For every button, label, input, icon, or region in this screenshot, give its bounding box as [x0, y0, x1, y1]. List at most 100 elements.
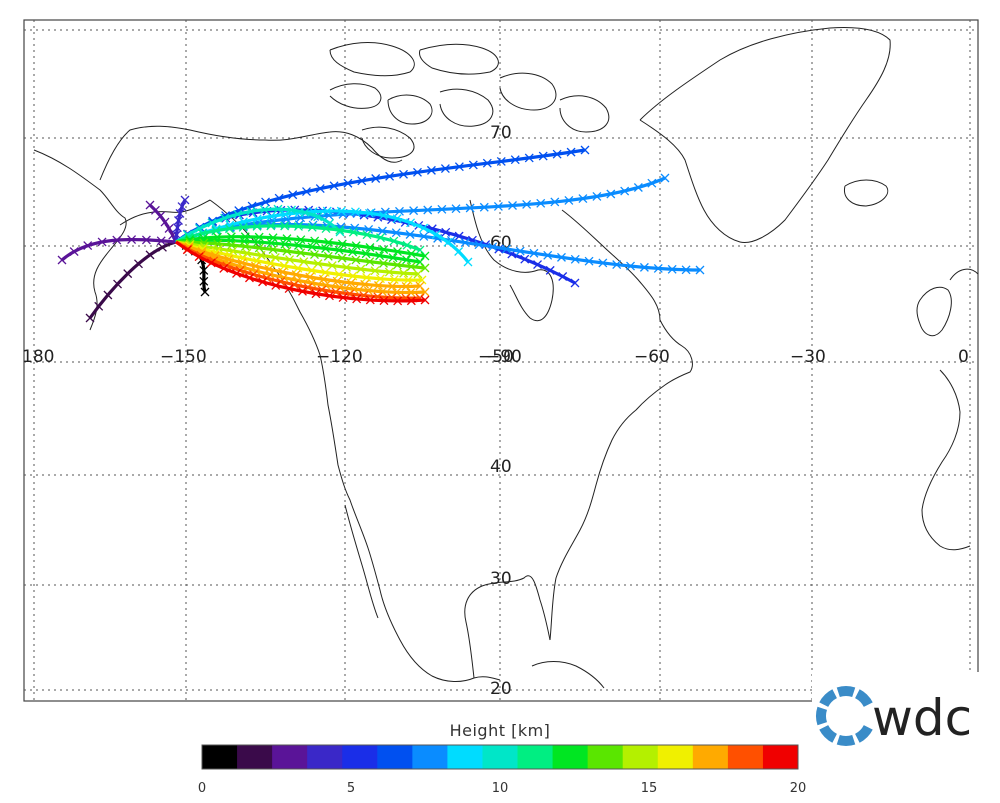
trajectory-marker: [488, 242, 498, 252]
east-coast: [549, 319, 693, 641]
trajectory-marker: [287, 205, 296, 215]
trajectory-marker: [463, 257, 473, 267]
baja: [344, 504, 379, 619]
lat-label-20: 20: [490, 679, 512, 699]
trajectory-marker: [598, 258, 608, 268]
trajectory-marker: [437, 204, 447, 214]
colorbar-tick-20: 20: [790, 781, 807, 796]
north-coast: [99, 125, 403, 181]
lon-label-90w: −90: [486, 347, 522, 367]
trajectory-marker: [320, 267, 330, 277]
trajectory-marker: [454, 162, 464, 172]
europe-africa: [921, 369, 971, 551]
trajectory-marker: [468, 160, 478, 170]
trajectory-marker: [112, 235, 122, 245]
trajectory-marker: [335, 225, 345, 235]
trajectory-marker: [440, 164, 450, 173]
trajectory-marker: [443, 237, 453, 247]
lat-label-30: 30: [490, 569, 512, 589]
trajectory-marker: [327, 261, 337, 271]
trajectory-marker: [174, 216, 183, 225]
trajectory-marker: [252, 256, 262, 266]
trajectory-marker: [474, 240, 484, 250]
trajectory-marker: [293, 241, 303, 250]
trajectory-marker: [612, 260, 622, 270]
trajectory-marker: [362, 230, 372, 240]
trajectory-marker: [351, 241, 361, 251]
trajectory-marker: [337, 239, 347, 249]
trajectory-marker: [501, 244, 511, 254]
west-coast: [209, 199, 501, 682]
trajectory-marker: [246, 206, 256, 216]
trajectory-marker: [127, 235, 137, 245]
trajectory-marker: [315, 184, 325, 194]
trajectory-marker: [296, 248, 306, 258]
trajectory-marker: [94, 301, 104, 311]
trajectory-marker: [296, 235, 306, 245]
trajectory-marker: [364, 208, 374, 218]
trajectory-marker: [524, 153, 534, 163]
trajectory-marker: [311, 289, 321, 299]
map-frame: [23, 19, 979, 702]
trajectory-marker: [103, 290, 113, 300]
trajectory-marker: [342, 262, 351, 272]
trajectory-marker: [302, 187, 311, 197]
trajectory-marker: [543, 250, 553, 260]
trajectory-marker: [141, 235, 151, 245]
trajectory-marker: [57, 255, 67, 265]
trajectory-marker: [566, 147, 576, 157]
trajectory-marker: [293, 263, 303, 273]
alaska-coast: [33, 149, 211, 331]
trajectory-marker: [321, 224, 331, 234]
trajectory-marker: [399, 268, 409, 278]
lon-label-120w: −120: [316, 347, 363, 367]
logo-ring-segment: [816, 706, 827, 726]
colorbar-swatch: [447, 745, 483, 769]
lon-label-60w: −60: [634, 347, 670, 367]
trajectory-marker: [307, 265, 317, 275]
trajectory-marker: [271, 280, 281, 290]
trajectory-marker: [266, 221, 276, 231]
trajectory-marker: [343, 178, 353, 188]
trajectory-marker: [238, 222, 248, 232]
trajectory-marker: [282, 214, 292, 224]
trajectory-marker: [113, 279, 123, 289]
trajectory-marker: [620, 186, 630, 196]
colorbar-title: Height [km]: [450, 721, 551, 740]
coastlines: [33, 27, 979, 689]
trajectory-marker: [348, 247, 358, 257]
trajectory-marker: [310, 236, 320, 246]
logo-ring-segment: [836, 686, 856, 697]
trajectory-marker: [417, 275, 427, 285]
trajectory-marker: [415, 257, 425, 267]
colorbar-swatch: [657, 745, 694, 769]
trajectory-marker: [313, 212, 323, 222]
trajectory-marker: [388, 253, 398, 263]
trajectory-marker: [207, 218, 217, 228]
trajectory-marker: [266, 258, 276, 268]
trajectory-marker: [379, 296, 389, 306]
trajectory-marker: [420, 263, 430, 273]
trajectory-marker: [280, 239, 290, 249]
trajectory-marker: [123, 269, 133, 279]
trajectory-marker: [325, 218, 335, 228]
trajectory-marker: [232, 268, 241, 278]
trajectory-marker: [389, 236, 399, 246]
trajectory-marker: [570, 278, 580, 288]
trajectory-marker: [247, 201, 257, 211]
trajectory-marker: [219, 263, 229, 273]
trajectories: [57, 145, 705, 323]
trajectory-marker: [538, 151, 548, 161]
trajectory-marker: [392, 214, 402, 224]
trajectory-marker: [405, 230, 415, 239]
trajectory-marker: [384, 267, 394, 277]
trajectory-marker: [325, 291, 334, 301]
trajectory-marker: [270, 253, 280, 262]
trajectory-marker: [426, 165, 436, 175]
lat-label-70: 70: [490, 123, 512, 143]
trajectory-marker: [536, 198, 546, 208]
trajectory-marker: [268, 245, 278, 254]
logo-ring-segment: [819, 725, 837, 743]
trajectory-marker: [324, 237, 334, 247]
trajectory-marker: [296, 213, 306, 223]
